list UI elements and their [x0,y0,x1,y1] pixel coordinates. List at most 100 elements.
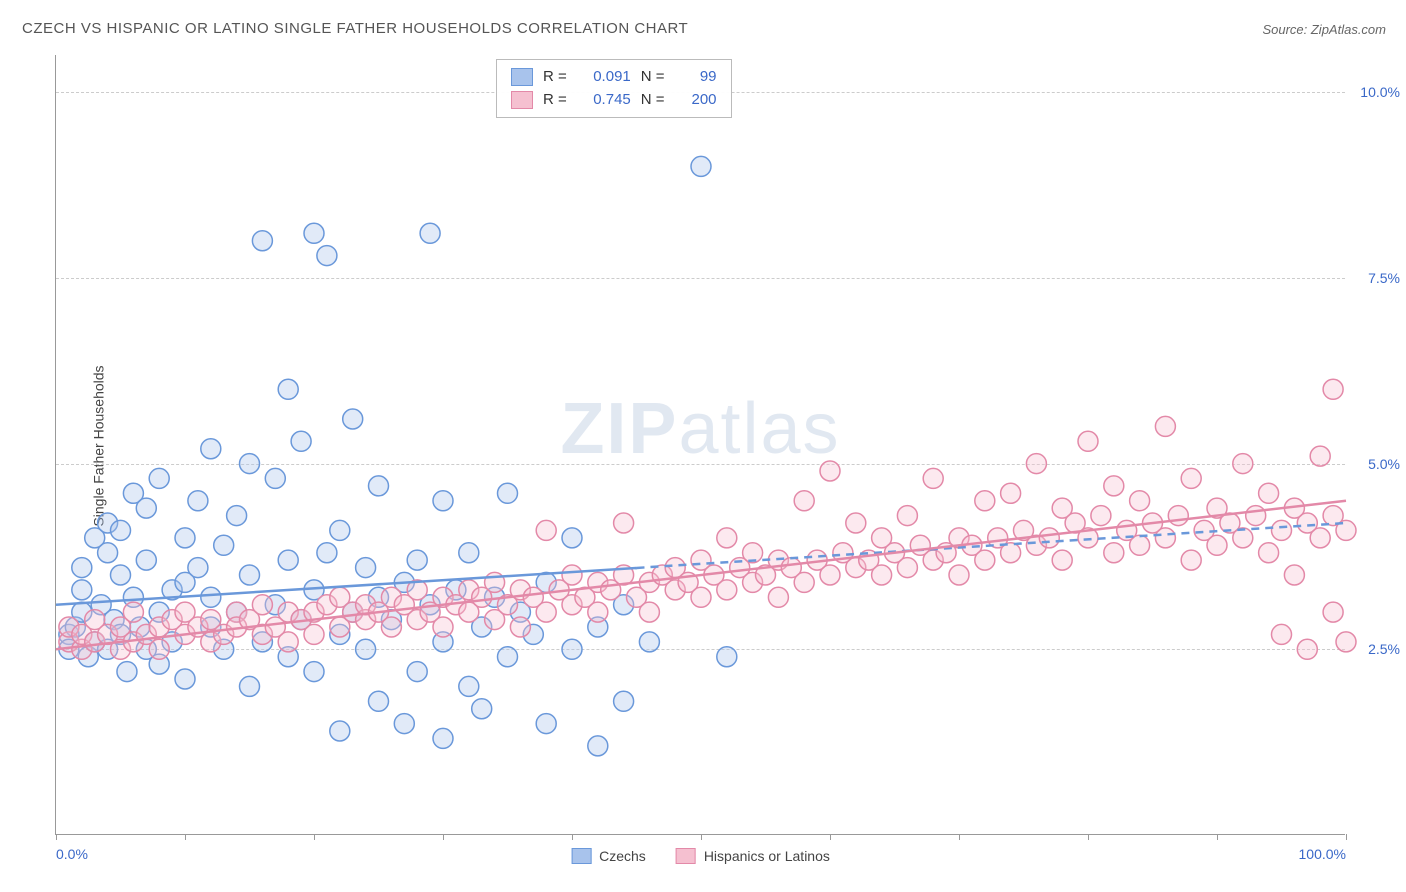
scatter-point-czechs [188,558,208,578]
scatter-point-hispanics [1284,565,1304,585]
scatter-point-czechs [265,468,285,488]
scatter-point-hispanics [562,565,582,585]
stats-n-label: N = [641,66,665,89]
scatter-point-hispanics [794,572,814,592]
scatter-point-hispanics [278,632,298,652]
scatter-point-czechs [240,676,260,696]
scatter-point-hispanics [304,624,324,644]
scatter-point-czechs [407,550,427,570]
scatter-point-czechs [317,543,337,563]
correlation-stats-box: R =0.091N =99R =0.745N =200 [496,59,732,118]
scatter-point-hispanics [846,513,866,533]
legend-item: Hispanics or Latinos [676,848,830,864]
scatter-point-hispanics [949,565,969,585]
scatter-point-hispanics [1130,535,1150,555]
scatter-point-czechs [691,156,711,176]
scatter-point-czechs [136,498,156,518]
stats-swatch [511,91,533,109]
scatter-point-czechs [214,535,234,555]
scatter-point-czechs [330,721,350,741]
y-tick-label: 5.0% [1368,456,1400,472]
x-tick [959,834,960,840]
stats-r-value: 0.745 [577,89,631,112]
scatter-point-hispanics [1233,454,1253,474]
scatter-point-czechs [317,246,337,266]
scatter-point-hispanics [1155,416,1175,436]
scatter-point-czechs [433,491,453,511]
scatter-point-czechs [420,223,440,243]
scatter-point-czechs [614,691,634,711]
scatter-point-hispanics [1259,543,1279,563]
scatter-point-hispanics [1091,506,1111,526]
scatter-point-czechs [111,565,131,585]
x-tick [185,834,186,840]
scatter-point-hispanics [1130,491,1150,511]
scatter-point-hispanics [975,491,995,511]
scatter-point-czechs [433,728,453,748]
scatter-point-hispanics [691,587,711,607]
scatter-point-czechs [498,647,518,667]
scatter-point-czechs [240,565,260,585]
scatter-point-hispanics [1259,483,1279,503]
y-tick-label: 2.5% [1368,641,1400,657]
scatter-point-hispanics [1104,543,1124,563]
scatter-point-czechs [498,483,518,503]
stats-swatch [511,68,533,86]
scatter-point-hispanics [1207,535,1227,555]
scatter-point-hispanics [588,602,608,622]
scatter-point-czechs [117,662,137,682]
x-tick [314,834,315,840]
scatter-point-hispanics [1323,602,1343,622]
scatter-point-czechs [369,476,389,496]
scatter-point-hispanics [897,558,917,578]
source-attribution: Source: ZipAtlas.com [1262,22,1386,37]
scatter-point-hispanics [1155,528,1175,548]
scatter-point-hispanics [639,602,659,622]
scatter-point-czechs [304,662,324,682]
scatter-point-hispanics [149,639,169,659]
scatter-point-czechs [472,699,492,719]
scatter-point-czechs [98,543,118,563]
x-tick [701,834,702,840]
scatter-point-hispanics [252,595,272,615]
legend-swatch [676,848,696,864]
scatter-point-hispanics [1078,431,1098,451]
scatter-point-czechs [72,580,92,600]
scatter-point-czechs [394,714,414,734]
scatter-point-hispanics [536,520,556,540]
x-tick-label: 0.0% [56,846,88,862]
scatter-point-czechs [356,639,376,659]
scatter-point-czechs [72,558,92,578]
scatter-point-czechs [356,558,376,578]
x-tick [1346,834,1347,840]
stats-n-value: 200 [675,89,717,112]
scatter-point-hispanics [510,617,530,637]
scatter-point-hispanics [1233,528,1253,548]
scatter-point-hispanics [975,550,995,570]
stats-n-value: 99 [675,66,717,89]
stats-row: R =0.091N =99 [511,66,717,89]
bottom-legend: Czechs Hispanics or Latinos [571,848,830,864]
scatter-point-czechs [717,647,737,667]
scatter-point-czechs [175,669,195,689]
stats-r-label: R = [543,89,567,112]
scatter-point-hispanics [1336,632,1356,652]
y-tick-label: 7.5% [1368,270,1400,286]
legend-item: Czechs [571,848,646,864]
scatter-point-hispanics [1272,520,1292,540]
x-tick [56,834,57,840]
scatter-point-hispanics [717,528,737,548]
scatter-point-hispanics [1039,528,1059,548]
scatter-point-czechs [330,520,350,540]
scatter-point-czechs [639,632,659,652]
scatter-point-czechs [459,676,479,696]
scatter-point-hispanics [897,506,917,526]
scatter-point-czechs [536,714,556,734]
scatter-point-hispanics [717,580,737,600]
stats-n-label: N = [641,89,665,112]
scatter-point-czechs [175,528,195,548]
x-tick [830,834,831,840]
x-tick [1088,834,1089,840]
chart-title: CZECH VS HISPANIC OR LATINO SINGLE FATHE… [22,20,688,37]
scatter-point-hispanics [1310,528,1330,548]
